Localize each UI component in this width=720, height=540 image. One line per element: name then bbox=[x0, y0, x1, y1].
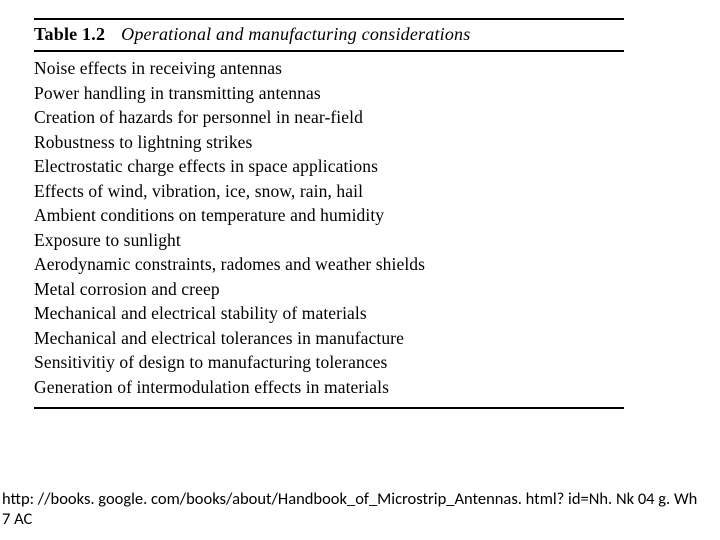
table-block: Table 1.2 Operational and manufacturing … bbox=[34, 18, 624, 409]
list-item: Noise effects in receiving antennas bbox=[34, 56, 624, 81]
list-item: Sensitivitiy of design to manufacturing … bbox=[34, 350, 624, 375]
list-item: Generation of intermodulation effects in… bbox=[34, 375, 624, 400]
table-label: Table 1.2 bbox=[34, 24, 105, 44]
table-title: Operational and manufacturing considerat… bbox=[121, 24, 470, 44]
list-item: Mechanical and electrical tolerances in … bbox=[34, 326, 624, 351]
list-item: Power handling in transmitting antennas bbox=[34, 81, 624, 106]
list-item: Electrostatic charge effects in space ap… bbox=[34, 154, 624, 179]
list-item: Effects of wind, vibration, ice, snow, r… bbox=[34, 179, 624, 204]
page-content: Table 1.2 Operational and manufacturing … bbox=[0, 0, 720, 409]
table-header: Table 1.2 Operational and manufacturing … bbox=[34, 18, 624, 52]
footer-url: http: //books. google. com/books/about/H… bbox=[0, 489, 699, 530]
list-item: Metal corrosion and creep bbox=[34, 277, 624, 302]
list-item: Mechanical and electrical stability of m… bbox=[34, 301, 624, 326]
list-item: Robustness to lightning strikes bbox=[34, 130, 624, 155]
list-item: Exposure to sunlight bbox=[34, 228, 624, 253]
list-item: Creation of hazards for personnel in nea… bbox=[34, 105, 624, 130]
list-item: Ambient conditions on temperature and hu… bbox=[34, 203, 624, 228]
list-item: Aerodynamic constraints, radomes and wea… bbox=[34, 252, 624, 277]
table-items: Noise effects in receiving antennas Powe… bbox=[34, 52, 624, 409]
